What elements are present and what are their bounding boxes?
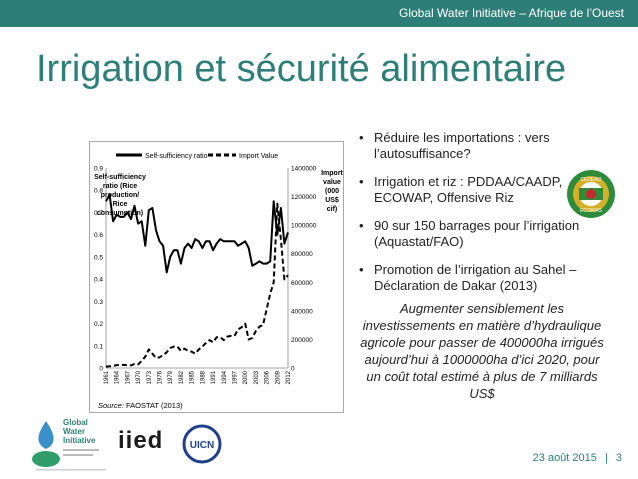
y-tick-label-left: 0.4: [94, 277, 103, 284]
y-tick-label-left: 0.6: [94, 232, 103, 239]
series-line-import-value: [105, 202, 289, 368]
x-tick-label: 2003: [254, 370, 260, 384]
bullet-dot-icon: •: [359, 262, 364, 277]
x-tick-label: 2009: [275, 370, 281, 384]
x-tick-label: 1979: [168, 370, 174, 384]
gwi-logo: Global Water Initiative: [32, 418, 106, 471]
y-tick-label-right: 1400000: [291, 166, 317, 173]
bullet-list: • Réduire les importations : vers l’autos…: [356, 130, 614, 306]
y-tick-label-right: 600000: [291, 280, 313, 287]
chart-container: Self-sufficiency ratio Import Value 0 0.1 0.…: [89, 141, 344, 413]
highlight-paragraph: Augmenter sensiblement les investissemen…: [360, 301, 604, 401]
chart-source: Source: FAOSTAT (2013): [98, 401, 183, 410]
gwi-logo-line: Global: [63, 418, 88, 427]
bullet-text: Réduire les importations : vers l’autosu…: [374, 130, 550, 161]
bullet-dot-icon: •: [359, 218, 364, 233]
x-tick-label: 1991: [211, 370, 217, 384]
y-axis-title-right: Import: [321, 170, 343, 177]
bullet-text: 90 sur 150 barrages pour l’irrigation (A…: [374, 218, 580, 249]
y-tick-label-left: 0.8: [94, 188, 103, 195]
bullet-text: Promotion de l’irrigation au Sahel – Déc…: [374, 262, 577, 293]
x-tick-label: 2012: [286, 370, 292, 384]
y-axis-title-right: cif): [327, 206, 338, 213]
x-tick-label: 1976: [158, 370, 164, 384]
x-tick-label: 1961: [104, 370, 110, 384]
page-number: 3: [615, 452, 622, 464]
uicn-logo: UICN: [182, 424, 222, 464]
y-tick-label-left: 0.3: [94, 299, 103, 306]
y-tick-label-left: 0.9: [94, 166, 103, 173]
y-tick-label-left: 0.2: [94, 321, 103, 328]
y-tick-label-left: 0.1: [94, 343, 103, 350]
footer-separator: |: [604, 452, 608, 464]
y-tick-label-right: 0: [291, 366, 295, 373]
header-title: Global Water Initiative – Afrique de l’O…: [399, 6, 624, 20]
y-tick-label-right: 400000: [291, 308, 313, 315]
x-tick-label: 1967: [125, 370, 131, 384]
series-line-self-sufficiency: [105, 193, 289, 274]
y-axis-title-right: value: [323, 179, 341, 186]
x-tick-label: 1988: [200, 370, 206, 384]
gwi-logo-line: Water: [63, 427, 85, 436]
y-tick-label-left: 0: [99, 366, 103, 373]
ecowas-logo: CEDEAO ECOWAS: [567, 170, 615, 218]
gwi-logo-line: Initiative: [63, 436, 96, 445]
bullet-item: • 90 sur 150 barrages pour l’irrigation (…: [356, 218, 614, 250]
y-tick-label-left: 0.7: [94, 210, 103, 217]
x-tick-label: 1970: [136, 370, 142, 384]
bullet-text: Irrigation et riz : PDDAA/CAADP, ECOWAP,…: [374, 174, 563, 205]
y-axis-title-left: ratio (Rice: [103, 183, 137, 190]
y-axis-title-right: (000: [325, 188, 339, 195]
x-tick-label: 1997: [232, 370, 238, 384]
ecowas-logo-text: ECOWAS: [580, 208, 603, 214]
bullet-dot-icon: •: [359, 130, 364, 145]
y-tick-label-right: 1000000: [291, 223, 317, 230]
y-tick-label-right: 1200000: [291, 194, 317, 201]
legend-label: Import Value: [239, 153, 278, 160]
y-axis-title-left: consumption): [97, 210, 143, 217]
ecowas-logo-text: CEDEAO: [580, 177, 601, 183]
x-tick-label: 2006: [265, 370, 271, 384]
x-tick-label: 2000: [243, 370, 249, 384]
legend-label: Self-sufficiency ratio: [145, 153, 208, 160]
x-tick-label: 1964: [115, 370, 121, 384]
y-tick-label-right: 800000: [291, 251, 313, 258]
bullet-item: • Promotion de l’irrigation au Sahel – Dé…: [356, 262, 614, 294]
y-axis-title-left: production/: [101, 192, 140, 199]
y-axis-title-right: US$: [325, 197, 339, 204]
chart-svg: Self-sufficiency ratio Import Value 0 0.1 0.…: [94, 153, 343, 410]
y-tick-label-left: 0.5: [94, 254, 103, 261]
y-axis-title-left: Self-sufficiency: [94, 174, 146, 181]
bullet-item: • Réduire les importations : vers l’autos…: [356, 130, 614, 162]
y-tick-label-right: 200000: [291, 337, 313, 344]
bullet-item: • Irrigation et riz : PDDAA/CAADP, ECOWAP…: [356, 174, 614, 206]
bullet-dot-icon: •: [359, 174, 364, 189]
footer-date: 23 août 2015: [532, 452, 597, 464]
iied-logo: iied: [118, 427, 164, 454]
x-tick-label: 1973: [147, 370, 153, 384]
x-tick-label: 1982: [179, 370, 185, 384]
x-tick-label: 1994: [222, 370, 228, 384]
footer: 23 août 2015 | 3: [533, 452, 622, 464]
slide-title: Irrigation et sécurité alimentaire: [36, 48, 567, 90]
y-axis-title-left: Rice: [113, 201, 128, 208]
x-tick-label: 1985: [190, 370, 196, 384]
header-bar: Global Water Initiative – Afrique de l’O…: [0, 0, 638, 27]
uicn-logo-text: UICN: [190, 440, 214, 451]
